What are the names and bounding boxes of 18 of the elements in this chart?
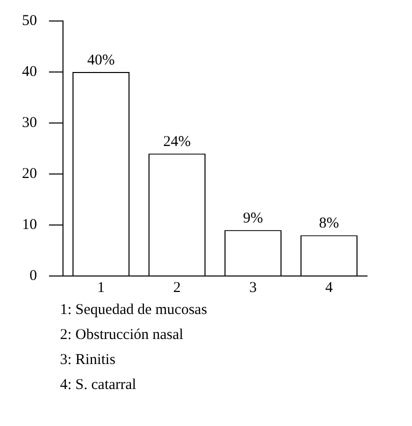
x-tick-label: 2 bbox=[173, 280, 181, 296]
text: 4: S. catarral bbox=[60, 376, 138, 395]
y-tick-label: 20 bbox=[22, 166, 37, 182]
y-tick-label: 30 bbox=[22, 114, 37, 131]
data-label: 40% bbox=[87, 52, 115, 68]
data-label: 9% bbox=[243, 210, 263, 227]
text: 2: Obstrucción nasal bbox=[60, 326, 184, 345]
data-label: 24% bbox=[163, 134, 191, 150]
text: 3: Rinitis bbox=[60, 351, 116, 370]
data-label: 8% bbox=[319, 216, 339, 232]
x-tick-label: 4 bbox=[325, 280, 334, 296]
y-tick-label: 0 bbox=[30, 268, 37, 284]
x-tick-label: 3 bbox=[249, 280, 257, 296]
text: 1: Sequedad de mucosas bbox=[60, 301, 208, 320]
y-tick-label: 10 bbox=[22, 216, 37, 233]
y-tick-label: 50 bbox=[22, 12, 37, 29]
y-tick-label: 40 bbox=[22, 64, 37, 80]
x-tick-label: 1 bbox=[97, 280, 105, 296]
